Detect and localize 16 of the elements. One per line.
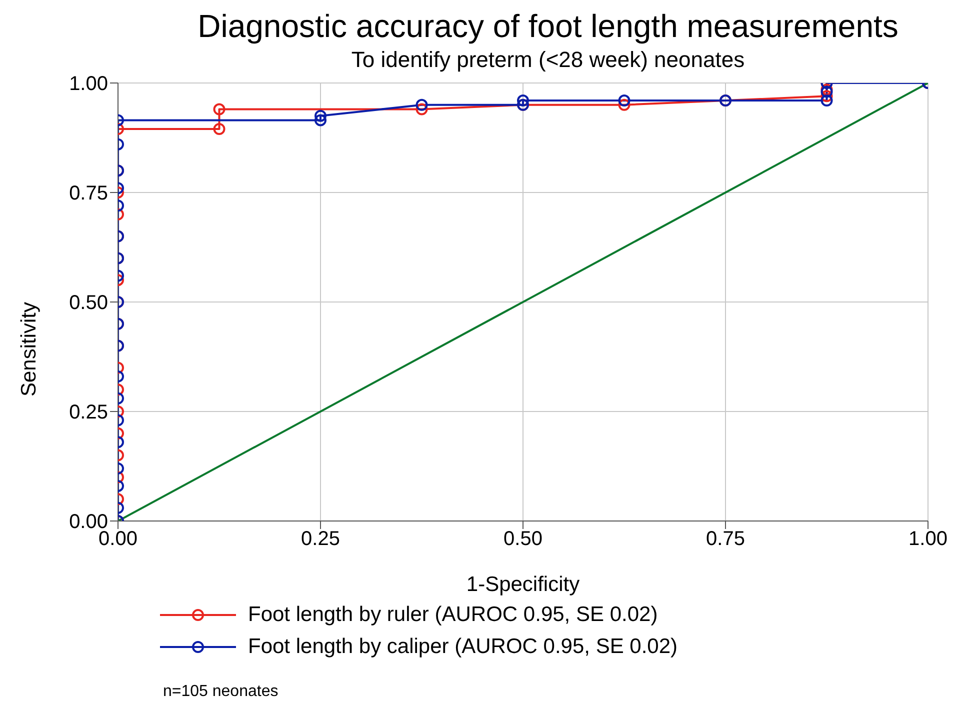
x-tick-label: 1.00 — [908, 528, 948, 550]
x-tick-label: 0.75 — [706, 528, 745, 550]
chart-title: Diagnostic accuracy of foot length measurements — [196, 8, 900, 45]
text: n=105 neonates — [163, 683, 278, 701]
chart-subtitle: To identify preterm (<28 week) neonates — [350, 47, 746, 73]
y-axis-title: Sensitivity — [17, 302, 40, 397]
x-tick-label: 0.50 — [504, 528, 542, 550]
x-tick-label: 0.00 — [98, 528, 138, 550]
legend-label: Foot length by caliper (AUROC 0.95, SE 0.02) — [248, 634, 678, 660]
legend-label: Foot length by ruler (AUROC 0.95, SE 0.02) — [248, 602, 658, 628]
x-tick-label: 0.25 — [301, 528, 340, 550]
y-tick-label: 0.50 — [69, 292, 108, 314]
y-tick-label: 0.25 — [69, 402, 108, 424]
x-axis-title: 1-Specificity — [466, 573, 580, 596]
y-tick-label: 1.00 — [69, 73, 108, 96]
y-tick-label: 0.75 — [69, 182, 108, 205]
